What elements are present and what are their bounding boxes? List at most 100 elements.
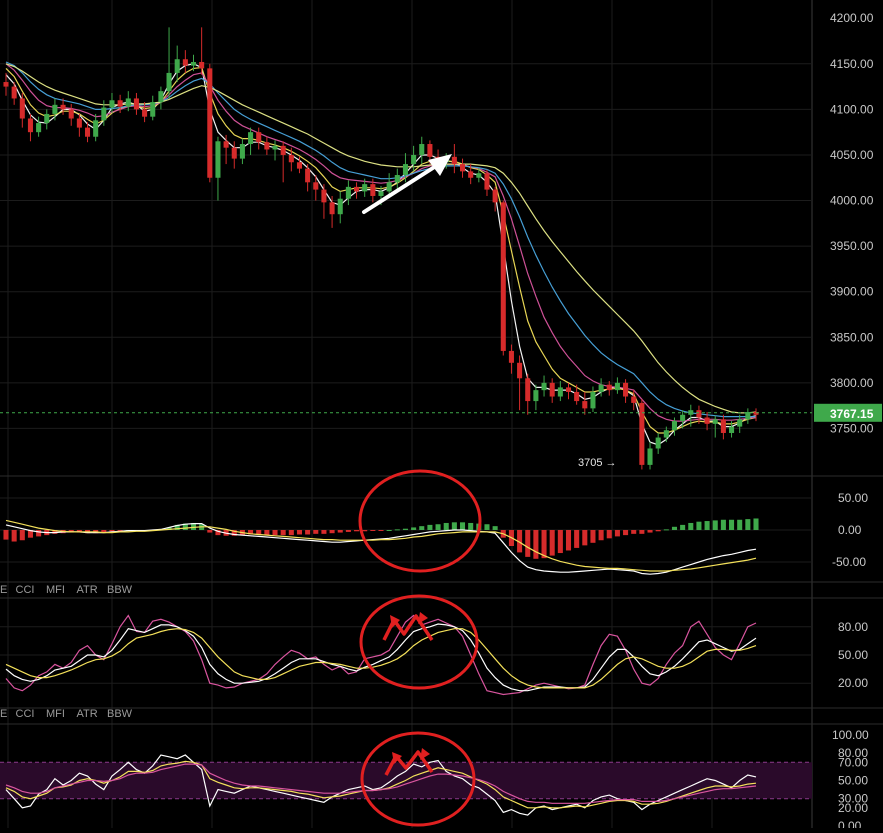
macd-histogram-bar bbox=[3, 530, 9, 540]
macd-histogram-bar bbox=[639, 530, 645, 534]
macd-histogram-bar bbox=[663, 529, 669, 531]
rsi-tick-label: 0.00 bbox=[838, 819, 862, 828]
moving-average-line bbox=[5, 63, 757, 414]
macd-histogram-bar bbox=[174, 524, 180, 530]
candle-body bbox=[68, 109, 74, 119]
candle-body bbox=[696, 410, 702, 418]
macd-histogram-bar bbox=[362, 530, 368, 532]
candle-body bbox=[44, 113, 50, 124]
indicator-tab[interactable]: ATR bbox=[77, 584, 98, 596]
candle-body bbox=[223, 141, 229, 148]
candle-body bbox=[729, 426, 735, 433]
macd-histogram-bar bbox=[614, 530, 620, 537]
stoch-red-zigzag bbox=[382, 614, 434, 641]
macd-histogram-bar bbox=[76, 530, 82, 533]
candle-body bbox=[321, 189, 327, 203]
candle-body bbox=[199, 61, 205, 69]
candle-body bbox=[468, 171, 474, 178]
macd-histogram-bar bbox=[11, 530, 17, 542]
candle-body bbox=[704, 417, 710, 424]
indicator-tab[interactable]: MFI bbox=[46, 708, 65, 720]
candle-body bbox=[574, 391, 580, 402]
macd-red-circle bbox=[358, 469, 482, 573]
indicator-tab[interactable]: BBW bbox=[107, 708, 133, 720]
candle-body bbox=[215, 141, 221, 178]
candle-body bbox=[76, 118, 82, 128]
macd-histogram-bar bbox=[101, 530, 107, 533]
macd-histogram-bar bbox=[207, 530, 213, 533]
white-arrow-shaft bbox=[362, 164, 438, 214]
rsi-red-circle bbox=[360, 731, 476, 827]
candle-body bbox=[19, 98, 25, 119]
candle-body bbox=[606, 384, 612, 391]
candle-body bbox=[720, 419, 726, 433]
macd-histogram-bar bbox=[182, 523, 188, 530]
indicator-tab[interactable]: CCI bbox=[16, 584, 35, 596]
price-tick-label: 3950.00 bbox=[830, 239, 874, 253]
price-tick-label: 3800.00 bbox=[830, 376, 874, 390]
candle-body bbox=[565, 387, 572, 392]
macd-histogram-bar bbox=[720, 519, 726, 530]
macd-histogram-bar bbox=[484, 524, 490, 530]
indicator-tab[interactable]: E bbox=[0, 708, 7, 720]
macd-histogram-bar bbox=[27, 530, 33, 538]
last-price-tag bbox=[814, 403, 882, 422]
macd-histogram-bar bbox=[248, 530, 254, 535]
rsi-tick-label: 50.00 bbox=[838, 774, 868, 788]
macd-histogram-bar bbox=[215, 530, 221, 536]
candle-body bbox=[231, 147, 237, 159]
candle-body bbox=[101, 107, 107, 121]
macd-histogram-bar bbox=[272, 530, 278, 536]
macd-histogram-bar bbox=[680, 524, 686, 530]
candle-body bbox=[671, 421, 678, 431]
macd-histogram-bar bbox=[737, 519, 743, 530]
candle-body bbox=[174, 59, 180, 73]
indicator-tab[interactable]: CCI bbox=[16, 708, 35, 720]
candle-body bbox=[158, 91, 164, 103]
macd-histogram-bar bbox=[231, 530, 237, 536]
macd-signal-line bbox=[5, 519, 757, 572]
macd-histogram-bar bbox=[729, 519, 735, 530]
price-tick-label: 4100.00 bbox=[830, 102, 874, 116]
candle-body bbox=[36, 123, 42, 133]
stoch-line bbox=[5, 614, 757, 696]
candle-body bbox=[354, 186, 360, 192]
macd-histogram-bar bbox=[541, 530, 547, 559]
candle-body bbox=[386, 182, 392, 192]
macd-histogram-bar bbox=[696, 521, 702, 530]
candle-body bbox=[745, 412, 751, 420]
indicator-tab[interactable]: BBW bbox=[107, 584, 133, 596]
stoch-red-circle bbox=[359, 594, 479, 690]
price-tick-label: 3900.00 bbox=[830, 285, 874, 299]
candle-body bbox=[500, 202, 506, 351]
candle-body bbox=[93, 120, 99, 137]
candle-body bbox=[394, 175, 400, 183]
candle-body bbox=[345, 186, 351, 199]
candle-body bbox=[109, 100, 115, 108]
candle-body bbox=[402, 164, 408, 176]
macd-histogram-bar bbox=[459, 522, 466, 530]
stoch-line bbox=[5, 623, 757, 692]
rsi-red-arrowhead-2 bbox=[420, 748, 430, 760]
white-arrow-head bbox=[428, 154, 452, 176]
macd-histogram-bar bbox=[598, 530, 604, 541]
macd-histogram-bar bbox=[557, 530, 563, 554]
macd-histogram-bar bbox=[117, 530, 123, 531]
candle-body bbox=[166, 72, 172, 92]
candle-body bbox=[239, 144, 245, 159]
macd-tick-label: -50.00 bbox=[832, 555, 866, 569]
rsi-tick-label: 80.00 bbox=[838, 746, 868, 760]
macd-histogram-bar bbox=[378, 530, 384, 531]
candle-body bbox=[362, 184, 368, 192]
macd-histogram-bar bbox=[590, 530, 596, 543]
indicator-tab[interactable]: E bbox=[0, 584, 7, 596]
candle-body bbox=[272, 145, 278, 150]
candle-body bbox=[582, 401, 588, 409]
macd-histogram-bar bbox=[492, 526, 498, 530]
indicator-tab[interactable]: ATR bbox=[77, 708, 98, 720]
candle-body bbox=[712, 419, 718, 424]
indicator-tab[interactable]: MFI bbox=[46, 584, 65, 596]
macd-histogram-bar bbox=[565, 530, 572, 551]
stoch-tick-label: 50.00 bbox=[838, 648, 868, 662]
candle-body bbox=[647, 448, 653, 465]
